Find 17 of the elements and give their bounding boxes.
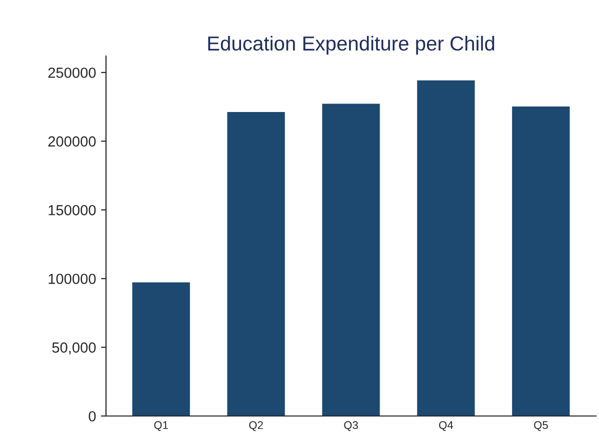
y-tick-label: 200000 bbox=[48, 136, 96, 147]
y-tick-label: 150000 bbox=[48, 204, 96, 216]
chart-title: Education Expenditure per Child bbox=[208, 36, 494, 55]
x-tick-label: Q3 bbox=[344, 421, 358, 432]
y-tick-label: 100000 bbox=[48, 274, 96, 284]
y-tick-label: 0 bbox=[88, 411, 96, 422]
bar bbox=[132, 282, 190, 416]
bar bbox=[512, 106, 570, 416]
x-tick-label: Q4 bbox=[439, 421, 454, 432]
bar bbox=[417, 80, 475, 416]
y-tick-label: 250000 bbox=[48, 68, 96, 78]
x-tick-label: Q5 bbox=[534, 421, 548, 432]
x-tick-label: Q1 bbox=[154, 421, 168, 432]
bar bbox=[322, 104, 380, 416]
x-tick-label: Q2 bbox=[249, 421, 263, 432]
bar bbox=[227, 112, 285, 416]
y-tick-label: 50,000 bbox=[52, 342, 96, 354]
